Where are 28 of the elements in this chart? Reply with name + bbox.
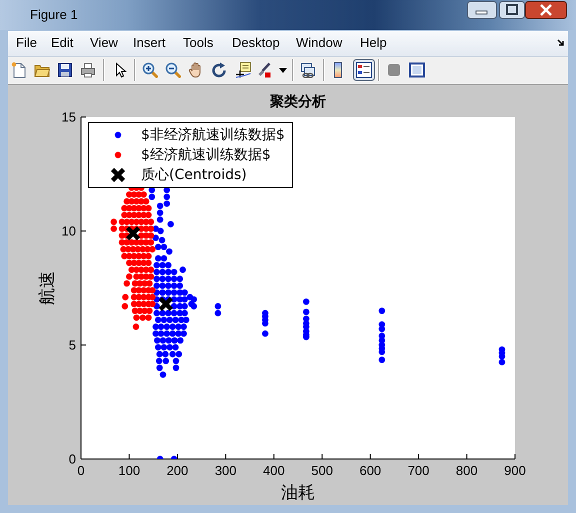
x-tick-label: 200	[166, 463, 188, 478]
x-tick-label: 500	[311, 463, 333, 478]
x-tick-label: 700	[408, 463, 430, 478]
x-tick-label: 800	[456, 463, 478, 478]
y-axis-title: 航速	[36, 271, 58, 305]
chart-title: 聚类分析	[269, 93, 327, 111]
caption: Figure 1	[30, 7, 78, 22]
text: Tools	[183, 35, 214, 50]
x-tick-label: 900	[504, 463, 526, 478]
legend-label: 质心(Centroids)	[141, 166, 247, 184]
text: Help	[360, 35, 387, 50]
x-axis-title: 油耗	[280, 482, 316, 504]
text: File	[16, 35, 37, 50]
text: Window	[296, 35, 342, 50]
legend-label: $经济航速训练数据$	[141, 146, 271, 164]
y-tick-label: 15	[62, 110, 76, 124]
text: View	[90, 35, 118, 50]
y-tick-label: 5	[68, 338, 76, 352]
text: Insert	[133, 35, 166, 50]
x-tick-label: 300	[214, 463, 237, 478]
x-tick-label: 100	[118, 463, 140, 478]
y-tick-label: 0	[68, 452, 76, 466]
text: Desktop	[232, 35, 280, 50]
x-tick-label: 400	[263, 463, 285, 478]
x-tick-label: 600	[359, 463, 382, 478]
legend-label: $非经济航速训练数据$	[141, 126, 285, 144]
y-tick-label: 10	[62, 224, 76, 238]
text: Edit	[51, 35, 74, 50]
